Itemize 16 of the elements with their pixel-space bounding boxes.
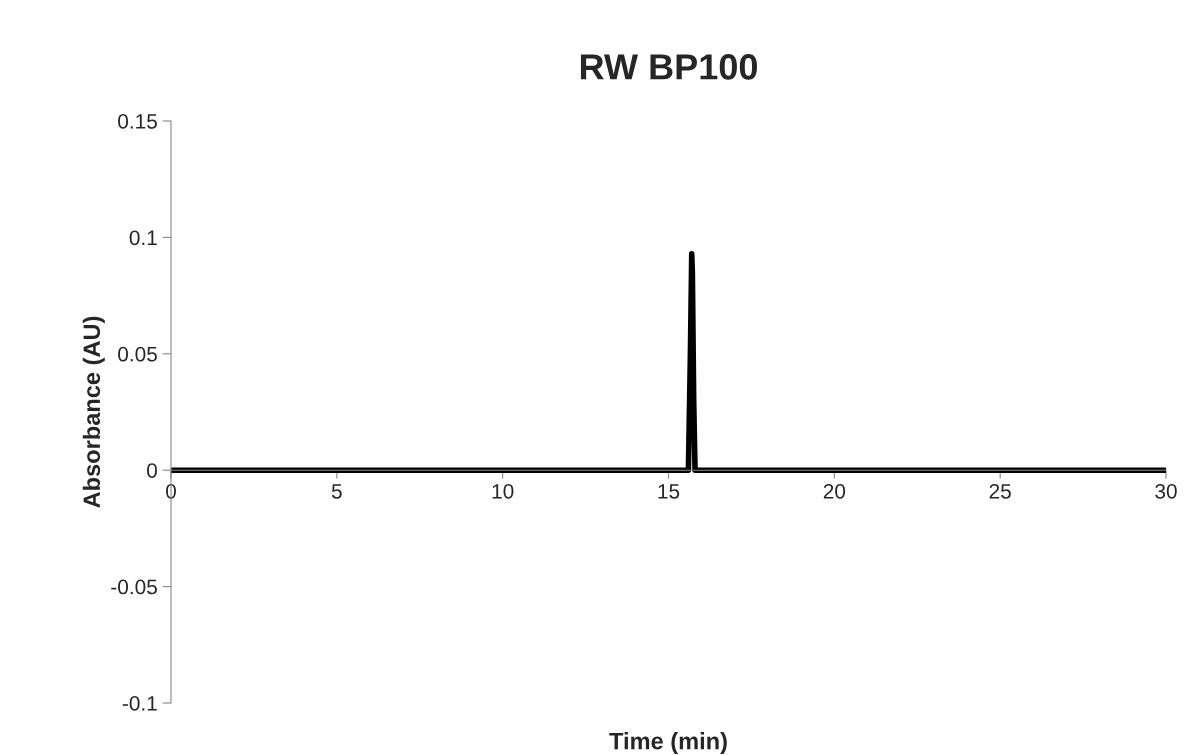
- x-tick-label: 15: [658, 484, 680, 499]
- y-tick-label: -0.05: [111, 579, 157, 595]
- y-tick-label: 0.15: [118, 114, 157, 129]
- y-tick-label: 0: [147, 463, 157, 478]
- x-tick-label: 0: [166, 483, 176, 499]
- chart-title: RW BP100: [580, 54, 758, 80]
- x-tick-label: 5: [331, 484, 342, 499]
- y-tick-label: 0.05: [118, 346, 157, 362]
- x-tick-label: 20: [823, 483, 846, 499]
- x-tick-label: 25: [989, 483, 1011, 499]
- x-tick-label: 10: [492, 483, 514, 499]
- y-axis-title: Absorbance (AU): [82, 316, 105, 508]
- x-tick-label: 30: [1155, 483, 1177, 499]
- x-axis-title: Time (min): [609, 732, 727, 755]
- y-tick-label: -0.1: [122, 696, 157, 711]
- y-tick-label: 0.1: [129, 230, 157, 246]
